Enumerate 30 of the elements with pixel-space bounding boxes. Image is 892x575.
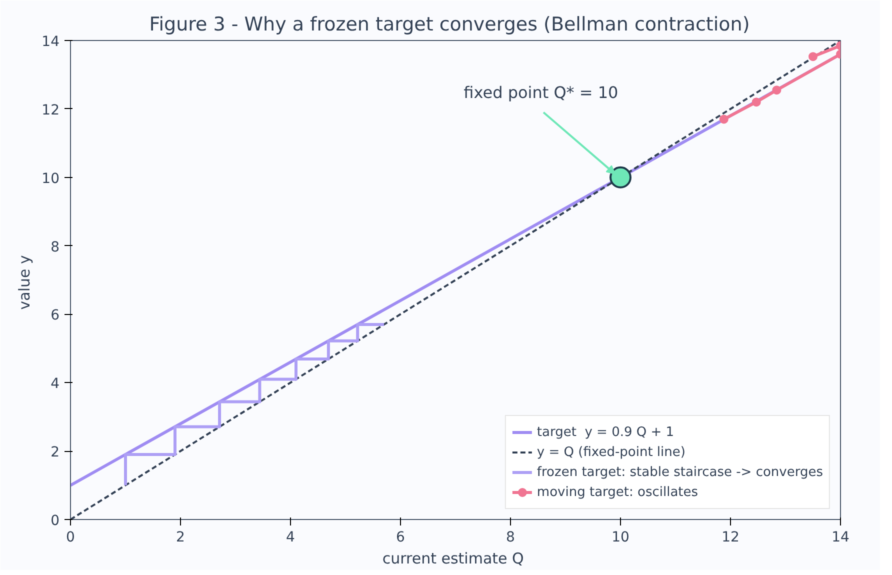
point: [610, 166, 632, 188]
line-series: [124, 322, 386, 487]
y-tick-label: 12: [42, 102, 60, 118]
point: [808, 52, 818, 62]
chart-title: Figure 3 - Why a frozen target converges (Bellman contraction): [149, 14, 750, 36]
y-tick-label: 2: [50, 444, 60, 461]
x-tick-label: 4: [286, 530, 296, 546]
x-tick-label: 6: [396, 530, 406, 546]
x-tick-label: 10: [612, 530, 630, 546]
annotation: fixed point Q* = 10: [464, 83, 618, 102]
legend-label: target y = 0.9 Q + 1: [536, 424, 674, 440]
legend-label: moving target: oscillates: [536, 484, 698, 500]
point: [752, 98, 761, 107]
y-tick-label: 14: [42, 34, 60, 50]
x-tick-label: 8: [506, 530, 515, 546]
y-tick-label: 0: [50, 513, 60, 529]
legend-label: y = Q (fixed-point line): [536, 444, 686, 460]
x-tick-label: 2: [176, 530, 185, 546]
legend-label: frozen target: stable staircase -> converges: [536, 464, 823, 480]
y-tick-label: 10: [42, 170, 60, 187]
x-tick-label: 12: [722, 530, 740, 546]
x-tick-label: 0: [66, 530, 75, 546]
y-tick-label: 4: [50, 376, 60, 392]
y-axis-title: value y: [16, 254, 34, 310]
point: [772, 86, 782, 95]
y-tick-label: 8: [50, 239, 60, 256]
point: [719, 114, 728, 124]
x-tick-label: 14: [832, 530, 850, 546]
y-tick-label: 6: [50, 308, 60, 324]
x-axis-title: current estimate Q: [382, 550, 524, 568]
